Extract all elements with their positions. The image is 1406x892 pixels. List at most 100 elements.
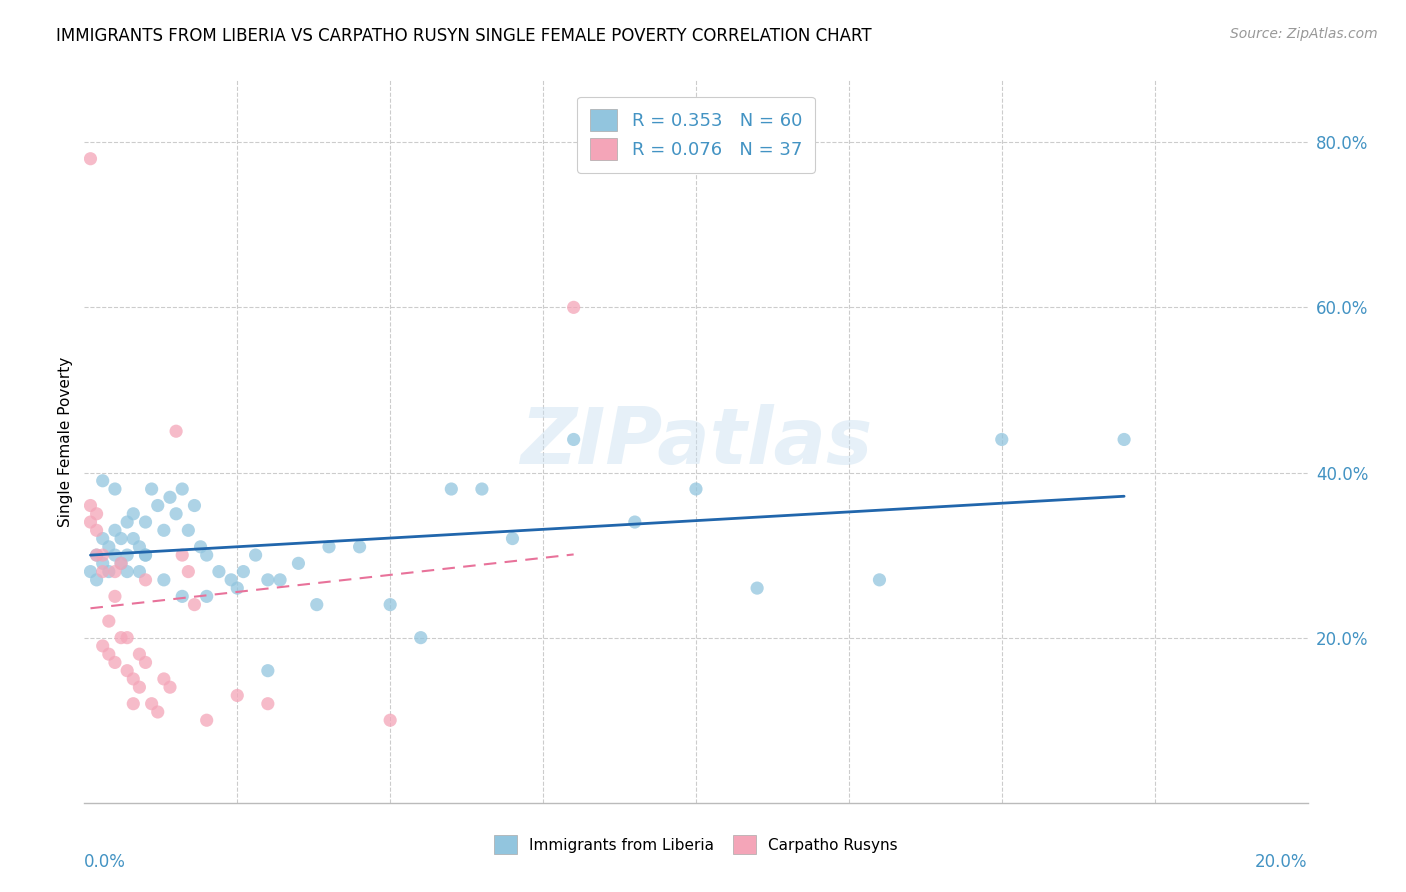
Point (91, 548, 114, 562)
Point (128, 680, 150, 694)
Point (135, 548, 157, 562)
Y-axis label: Single Female Poverty: Single Female Poverty (58, 357, 73, 526)
Point (104, 590, 127, 604)
Point (110, 532, 132, 546)
Point (146, 499, 169, 513)
Point (195, 548, 218, 562)
Point (79, 152, 101, 166)
Point (183, 499, 205, 513)
Point (165, 507, 187, 521)
Point (159, 490, 181, 504)
Point (135, 548, 157, 562)
Point (172, 590, 194, 604)
Point (165, 424, 187, 438)
Text: ZIPatlas: ZIPatlas (520, 403, 872, 480)
Point (380, 713, 402, 727)
Point (502, 532, 524, 546)
Point (91, 565, 114, 579)
Point (562, 301, 585, 315)
Point (562, 433, 585, 447)
Point (115, 515, 138, 529)
Point (257, 697, 280, 711)
Point (190, 540, 212, 554)
Point (318, 540, 340, 554)
Point (115, 631, 138, 645)
Point (122, 532, 145, 546)
Point (97, 565, 120, 579)
Point (380, 598, 402, 612)
Point (97, 614, 120, 628)
Point (226, 689, 249, 703)
Point (79, 565, 101, 579)
Point (172, 548, 194, 562)
Point (91, 639, 114, 653)
Point (219, 573, 242, 587)
Point (91, 557, 114, 571)
Point (471, 482, 494, 496)
Point (172, 482, 194, 496)
Point (104, 548, 127, 562)
Point (91, 532, 114, 546)
Point (135, 656, 157, 670)
Text: 0.0%: 0.0% (84, 854, 127, 871)
Point (79, 515, 101, 529)
Point (153, 573, 176, 587)
Point (86, 548, 108, 562)
Text: 20.0%: 20.0% (1256, 854, 1308, 871)
Point (115, 548, 138, 562)
Point (226, 581, 249, 595)
Point (991, 433, 1014, 447)
Point (146, 705, 169, 719)
Point (110, 631, 132, 645)
Point (257, 573, 280, 587)
Text: IMMIGRANTS FROM LIBERIA VS CARPATHO RUSYN SINGLE FEMALE POVERTY CORRELATION CHAR: IMMIGRANTS FROM LIBERIA VS CARPATHO RUSY… (56, 27, 872, 45)
Point (747, 581, 769, 595)
Point (195, 713, 218, 727)
Point (409, 631, 432, 645)
Text: Source: ZipAtlas.com: Source: ZipAtlas.com (1230, 27, 1378, 41)
Point (122, 507, 145, 521)
Point (91, 474, 114, 488)
Point (141, 482, 163, 496)
Point (104, 656, 127, 670)
Point (685, 482, 707, 496)
Point (869, 573, 891, 587)
Point (183, 598, 205, 612)
Point (97, 647, 120, 661)
Point (269, 573, 291, 587)
Point (104, 565, 127, 579)
Point (195, 590, 218, 604)
Point (624, 515, 647, 529)
Point (104, 482, 127, 496)
Point (122, 697, 145, 711)
Legend: Immigrants from Liberia, Carpatho Rusyns: Immigrants from Liberia, Carpatho Rusyns (488, 830, 904, 860)
Point (208, 565, 231, 579)
Point (153, 672, 176, 686)
Point (115, 565, 138, 579)
Point (128, 565, 150, 579)
Point (128, 647, 150, 661)
Point (245, 548, 267, 562)
Point (135, 573, 157, 587)
Point (349, 540, 371, 554)
Point (128, 540, 150, 554)
Point (86, 507, 108, 521)
Point (135, 515, 157, 529)
Point (122, 672, 145, 686)
Point (1114, 433, 1136, 447)
Point (257, 664, 280, 678)
Point (141, 697, 163, 711)
Point (79, 499, 101, 513)
Point (115, 664, 138, 678)
Point (86, 573, 108, 587)
Point (86, 524, 108, 538)
Point (110, 557, 132, 571)
Point (305, 598, 328, 612)
Point (86, 548, 108, 562)
Point (159, 680, 181, 694)
Point (287, 557, 309, 571)
Point (110, 557, 132, 571)
Point (104, 524, 127, 538)
Point (177, 565, 200, 579)
Point (153, 524, 176, 538)
